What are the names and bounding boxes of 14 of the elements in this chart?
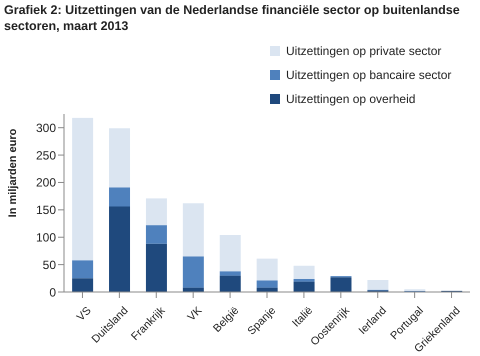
y-tick-label: 200 <box>36 176 56 190</box>
y-tick-label: 100 <box>36 230 56 244</box>
y-tick-label: 0 <box>49 285 56 300</box>
y-tick-label: 300 <box>36 120 56 135</box>
y-tick-label: 250 <box>36 148 56 162</box>
y-axis-title: In miljarden euro <box>6 128 19 218</box>
chart-title: Grafiek 2: Uitzettingen van de Nederlandse financiële sector op buitenlandse sectoren, maart 2013 <box>3 2 461 34</box>
y-tick-label: 50 <box>42 258 56 272</box>
x-tick-label: VK <box>186 304 205 324</box>
y-tick-label: 150 <box>36 203 56 218</box>
legend-label: Uitzettingen op bancaire sector <box>286 68 452 82</box>
legend-label: Uitzettingen op overheid <box>286 92 416 106</box>
legend-label: Uitzettingen op private sector <box>286 44 442 58</box>
x-tick-label: VS <box>74 304 94 324</box>
